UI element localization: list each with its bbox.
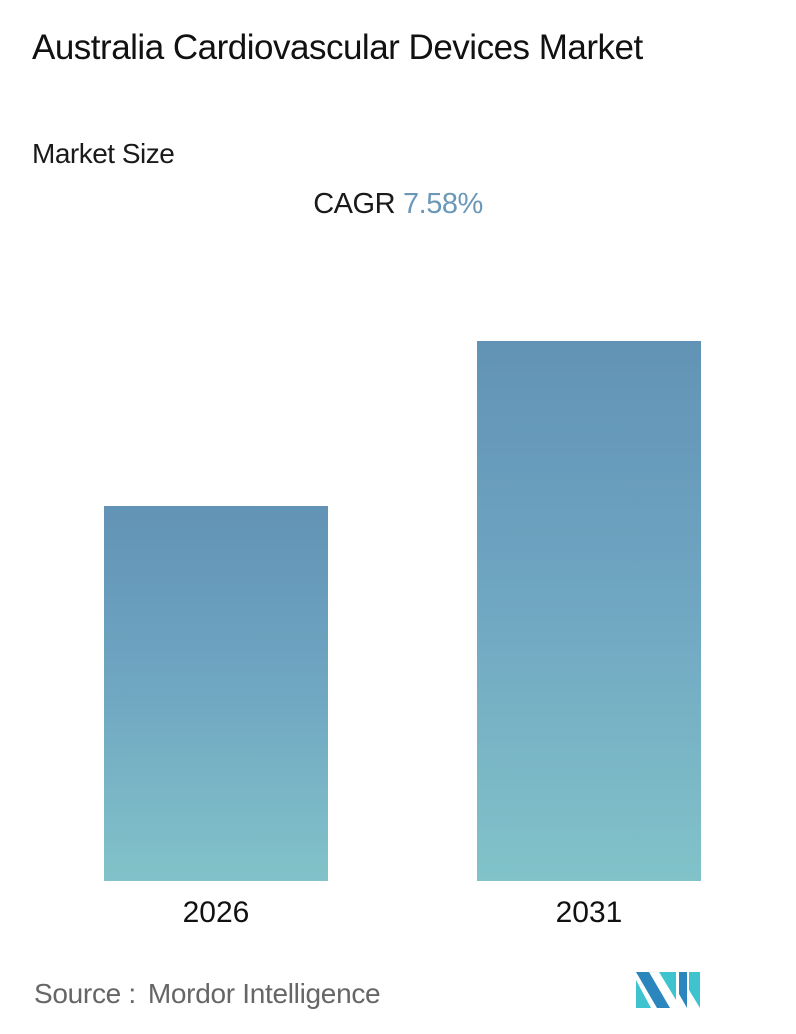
source-attribution: Source : Mordor Intelligence [34,978,381,1010]
bar-2031 [477,341,701,881]
cagr-value: 7.58% [403,188,483,220]
x-axis-label-2031: 2031 [555,896,623,929]
x-axis-label-2026: 2026 [182,896,250,929]
chart-subtitle: Market Size [32,138,175,169]
mordor-intelligence-logo-icon [636,972,700,1008]
chart-title: Australia Cardiovascular Devices Market [32,28,643,67]
bar-2026 [104,506,328,881]
cagr-label: CAGR [313,188,396,220]
cagr-annotation: CAGR 7.58% [0,188,796,221]
source-label: Source : [34,978,136,1009]
source-name: Mordor Intelligence [147,978,381,1009]
